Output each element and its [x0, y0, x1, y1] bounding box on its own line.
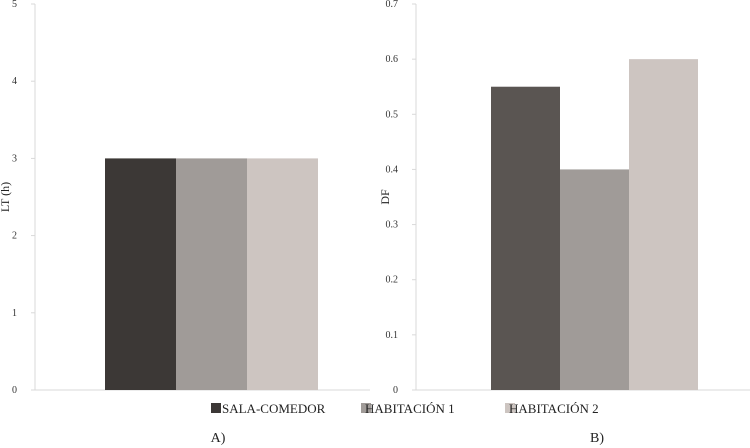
y-tick-label: 3: [12, 153, 17, 164]
y-tick-label: 4: [12, 76, 17, 87]
legend-label: SALA-COMEDOR: [222, 401, 326, 416]
y-tick-label: 2: [12, 231, 17, 242]
bar-habitaci-n-2: [247, 158, 318, 390]
y-tick-label: 0.2: [386, 275, 399, 286]
legend-label: HABITACIÓN 1: [365, 401, 455, 416]
y-tick-label: 0.3: [386, 220, 399, 231]
y-tick-label: 0.7: [386, 0, 399, 10]
y-tick-label: 5: [12, 0, 17, 10]
y-tick-label: 0.4: [386, 164, 399, 175]
y-tick-label: 0.1: [386, 330, 399, 341]
legend-swatch: [505, 403, 515, 413]
y-axis-title: LT (h): [0, 182, 12, 212]
y-axis-title: DF: [378, 189, 392, 205]
legend: SALA-COMEDOR HABITACIÓN 1 HABITACIÓN 2: [211, 401, 599, 416]
panel-b-chart: 0 0.1 0.2 0.3 0.4 0.5 0.6 0.7 DF: [378, 0, 750, 396]
bar-habitaci-n-2: [629, 59, 698, 391]
legend-swatch: [211, 403, 221, 413]
bar-sala-comedor: [105, 158, 176, 390]
panel-b-label: B): [590, 431, 604, 446]
y-tick-label: 1: [12, 308, 17, 319]
panel-a-chart: 0 1 2 3 4 5 LT (h): [0, 0, 370, 396]
panel-a-label: A): [211, 431, 226, 446]
y-tick-label: 0.6: [386, 54, 399, 65]
bar-habitaci-n-1: [560, 169, 629, 390]
bar-habitaci-n-1: [176, 158, 247, 390]
y-tick-label: 0.5: [386, 109, 399, 120]
legend-label: HABITACIÓN 2: [509, 401, 599, 416]
y-tick-label: 0: [12, 385, 17, 396]
bar-sala-comedor: [491, 86, 560, 390]
y-tick-label: 0: [393, 385, 398, 396]
legend-swatch: [361, 403, 371, 413]
